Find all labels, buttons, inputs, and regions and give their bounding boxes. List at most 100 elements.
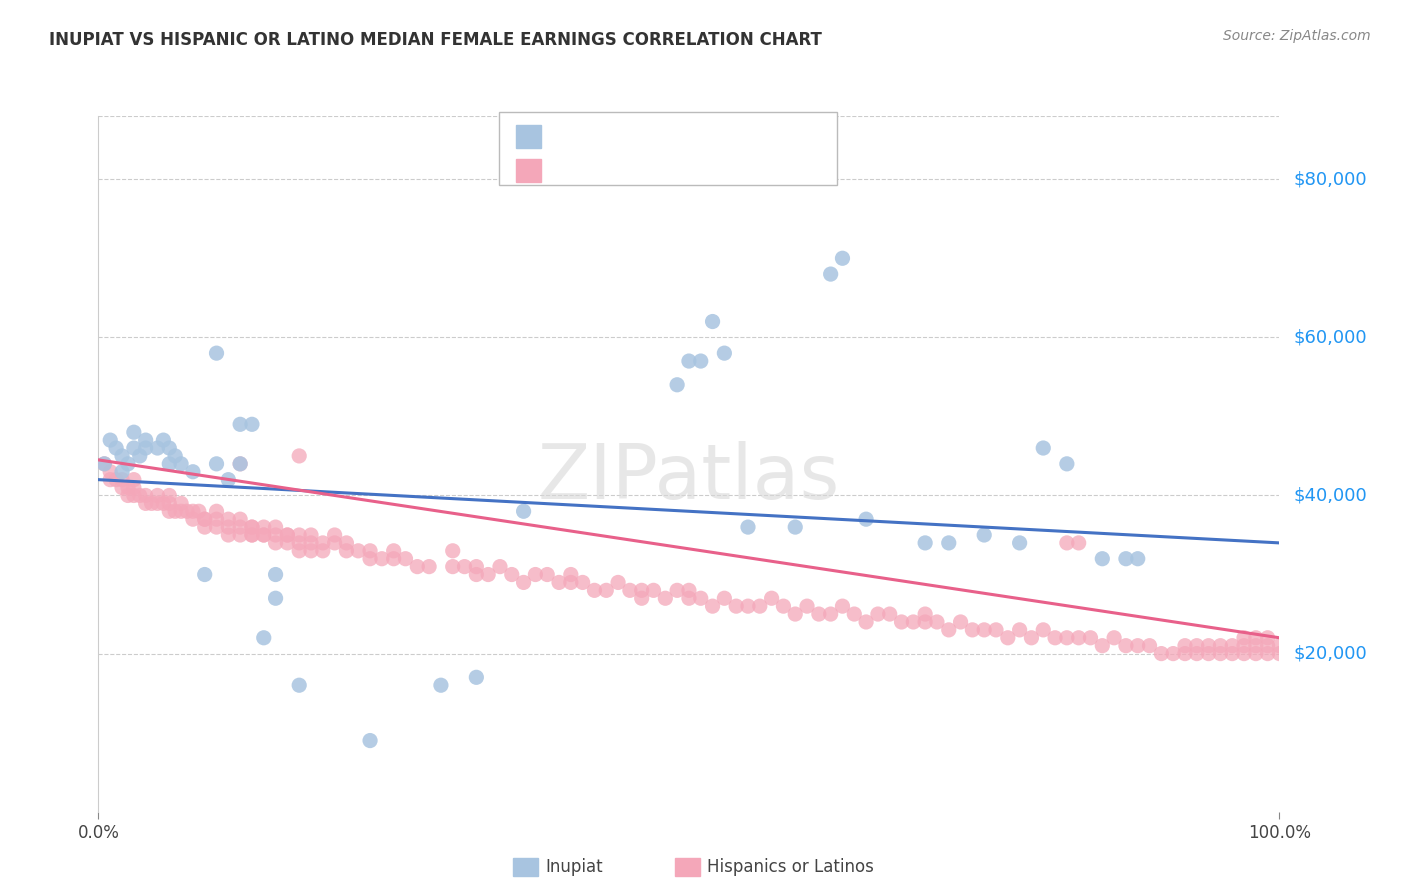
Point [1056,536,1078,550]
Point [785,607,807,621]
Point [98,433,121,447]
Point [607,575,630,590]
Point [465,567,488,582]
Point [253,631,276,645]
Point [288,544,311,558]
Point [807,607,830,621]
Point [299,536,322,550]
Point [925,615,948,629]
Point [205,520,228,534]
Point [678,583,700,598]
Point [1067,536,1090,550]
Point [217,528,239,542]
Point [194,512,217,526]
Point [359,733,381,747]
Point [1115,551,1137,566]
Text: 52: 52 [717,128,740,145]
Point [229,520,252,534]
Point [501,567,523,582]
Point [702,599,724,614]
Point [187,504,209,518]
Point [890,615,912,629]
Point [288,536,311,550]
Point [1268,639,1291,653]
Point [1056,457,1078,471]
Point [1161,647,1184,661]
Point [135,488,157,502]
Point [962,623,984,637]
Point [288,449,311,463]
Point [1056,631,1078,645]
Point [512,504,534,518]
Point [98,465,121,479]
Point [737,520,759,534]
Point [170,457,193,471]
Text: Hispanics or Latinos: Hispanics or Latinos [707,858,875,876]
Point [240,417,263,432]
Point [111,465,134,479]
Point [229,528,252,542]
Point [1198,647,1220,661]
Point [253,520,276,534]
Point [1244,639,1267,653]
Point [1150,647,1173,661]
Point [1080,631,1102,645]
Point [1174,647,1197,661]
Point [1008,536,1031,550]
Point [666,583,689,598]
Point [1032,441,1054,455]
Point [335,536,357,550]
Point [689,591,711,606]
Point [117,481,139,495]
Point [146,496,169,510]
Point [903,615,925,629]
Point [264,520,287,534]
Point [997,631,1019,645]
Text: ZIPatlas: ZIPatlas [537,441,841,515]
Point [1185,647,1208,661]
Point [1233,639,1256,653]
Point [205,346,228,360]
Point [111,481,134,495]
Point [855,615,877,629]
Point [194,567,217,582]
Point [560,567,582,582]
Point [264,528,287,542]
Point [973,623,995,637]
Point [93,457,115,471]
Point [831,599,853,614]
Point [264,567,287,582]
Point [128,449,150,463]
Point [122,441,145,455]
Point [105,441,128,455]
Point [135,441,157,455]
Point [335,544,357,558]
Point [1032,623,1054,637]
Point [1091,639,1114,653]
Point [441,544,464,558]
Point [157,504,180,518]
Point [1067,631,1090,645]
Point [866,607,889,621]
Point [229,417,252,432]
Point [560,575,582,590]
Point [165,449,187,463]
Point [1139,639,1161,653]
Point [359,551,381,566]
Point [441,559,464,574]
Point [194,520,217,534]
Point [831,252,853,266]
Point [536,567,558,582]
Point [117,457,139,471]
Point [453,559,475,574]
Point [240,528,263,542]
Text: N =: N = [675,161,723,179]
Text: -0.921: -0.921 [600,161,659,179]
Point [157,496,180,510]
Point [312,544,335,558]
Point [654,591,676,606]
Point [430,678,453,692]
Point [170,504,193,518]
Text: N =: N = [675,128,723,145]
Point [855,512,877,526]
